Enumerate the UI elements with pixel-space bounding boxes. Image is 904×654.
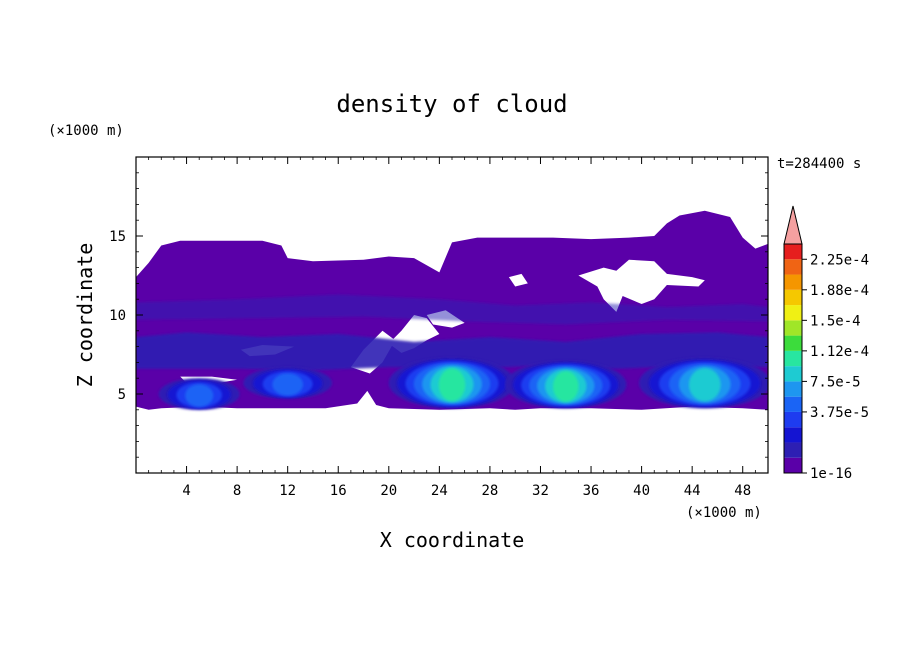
- colorbar-label: 1.12e-4: [810, 344, 869, 360]
- y-unit-label: (×1000 m): [48, 123, 124, 139]
- cloud-gap: [578, 259, 705, 312]
- colorbar-label: 7.5e-5: [810, 374, 861, 390]
- x-axis-label: X coordinate: [380, 528, 525, 552]
- y-axis-ticks: 5 10 15: [109, 172, 768, 458]
- colorbar-swatch: [784, 320, 802, 336]
- colorbar-label: 1.5e-4: [810, 313, 861, 329]
- colorbar-swatch: [784, 442, 802, 458]
- x-tick-label: 40: [633, 483, 650, 499]
- cloud-density-field: [136, 210, 768, 410]
- density-core-level: [438, 368, 466, 402]
- y-tick-label: 10: [109, 308, 126, 324]
- colorbar-swatch: [784, 366, 802, 382]
- colorbar-swatch: [784, 381, 802, 397]
- colorbar-swatch: [784, 244, 802, 260]
- colorbar-swatch: [784, 411, 802, 428]
- colorbar-swatch: [784, 335, 802, 351]
- x-tick-label: 32: [532, 483, 549, 499]
- time-label: t=284400 s: [777, 156, 861, 172]
- y-axis-label: Z coordinate: [73, 243, 97, 388]
- x-tick-label: 36: [583, 483, 600, 499]
- y-tick-label: 5: [118, 387, 126, 403]
- density-core-level: [272, 373, 304, 396]
- x-axis-ticks: 4 8 12 16 20 24 28 32 36 40 44 48: [148, 157, 756, 499]
- density-core-level: [688, 368, 721, 402]
- y-tick-label: 15: [109, 229, 126, 245]
- colorbar-swatch: [784, 289, 802, 306]
- colorbar-label: 2.25e-4: [810, 252, 869, 268]
- x-tick-label: 24: [431, 483, 448, 499]
- colorbar-overflow-arrow: [783, 205, 803, 245]
- colorbar-swatch: [784, 274, 802, 290]
- colorbar-swatch: [784, 427, 802, 443]
- x-tick-label: 20: [380, 483, 397, 499]
- x-tick-label: 12: [279, 483, 296, 499]
- density-band-lower: [136, 332, 768, 371]
- x-tick-label: 28: [481, 483, 498, 499]
- colorbar-label: 3.75e-5: [810, 405, 869, 421]
- cloud-gap: [508, 273, 528, 287]
- density-core-level: [185, 384, 214, 407]
- x-tick-label: 48: [734, 483, 751, 499]
- colorbar-swatch: [784, 305, 802, 321]
- x-tick-label: 16: [330, 483, 347, 499]
- colorbar-swatch: [784, 457, 802, 473]
- colorbar: 2.25e-4 1.88e-4 1.5e-4 1.12e-4 7.5e-5 3.75e-5…: [783, 205, 869, 482]
- density-band-upper: [136, 294, 768, 325]
- x-tick-label: 8: [233, 483, 241, 499]
- x-tick-label: 44: [684, 483, 701, 499]
- colorbar-label: 1.88e-4: [810, 283, 869, 299]
- colorbar-swatch: [784, 396, 802, 412]
- colorbar-swatch: [784, 259, 802, 275]
- colorbar-frame: [783, 243, 803, 474]
- colorbar-swatch: [784, 350, 802, 367]
- density-core-level: [552, 371, 579, 402]
- chart-title: density of cloud: [336, 90, 567, 118]
- colorbar-label: 1e-16: [810, 466, 852, 482]
- x-unit-label: (×1000 m): [686, 505, 762, 521]
- x-tick-label: 4: [182, 483, 190, 499]
